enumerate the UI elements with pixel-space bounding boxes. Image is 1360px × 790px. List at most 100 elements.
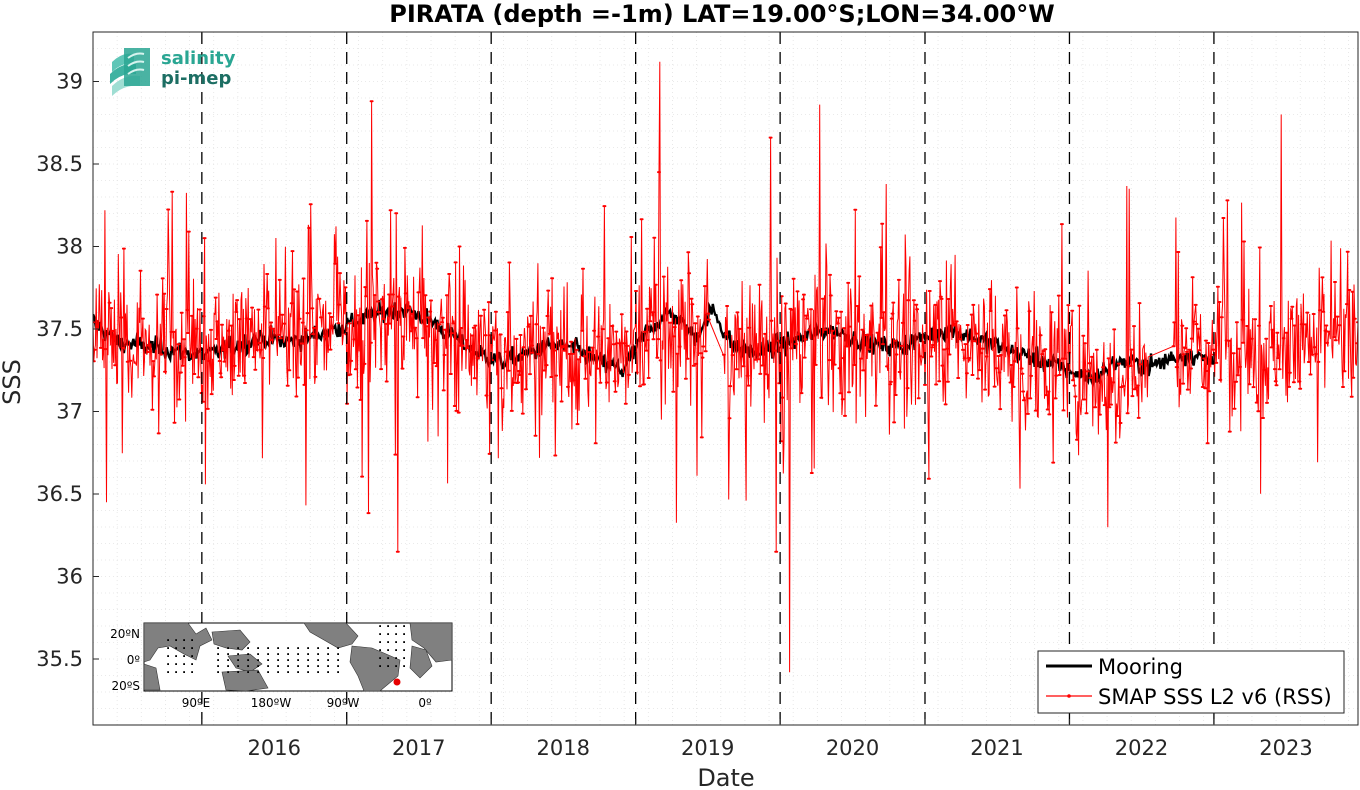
map-lon-90e: 90ºE: [182, 696, 211, 710]
map-dot: [237, 659, 239, 661]
map-dot: [237, 653, 239, 655]
map-dot: [167, 639, 169, 641]
map-dot: [267, 665, 269, 667]
x-tick-label: 2021: [970, 736, 1023, 760]
map-dot: [317, 647, 319, 649]
map-dot: [387, 665, 389, 667]
legend-label-smap: SMAP SSS L2 v6 (RSS): [1098, 685, 1332, 709]
map-dot: [167, 647, 169, 649]
map-dot: [267, 659, 269, 661]
map-dot: [337, 653, 339, 655]
map-dot: [217, 659, 219, 661]
map-dot: [307, 647, 309, 649]
map-dot: [257, 659, 259, 661]
legend-box: [1037, 650, 1345, 714]
x-axis-label: Date: [697, 764, 754, 790]
legend: Mooring SMAP SSS L2 v6 (RSS): [1037, 650, 1345, 714]
map-dot: [337, 659, 339, 661]
map-dot: [379, 649, 381, 651]
map-dot: [379, 641, 381, 643]
map-dot: [247, 671, 249, 673]
selected-mooring-marker: [393, 678, 401, 686]
map-dot: [307, 671, 309, 673]
map-dot: [237, 647, 239, 649]
map-dot: [217, 665, 219, 667]
map-dot: [327, 671, 329, 673]
map-dot: [395, 633, 397, 635]
map-dot: [297, 647, 299, 649]
legend-marker-smap: [1067, 694, 1071, 698]
map-dot: [237, 665, 239, 667]
map-dot: [387, 657, 389, 659]
map-lat-20n: 20ºN: [110, 627, 140, 641]
map-dot: [395, 641, 397, 643]
x-axis-ticks: 2016 2017 2018 2019 2020 2021 2022 2023: [201, 719, 1313, 760]
map-dot: [395, 657, 397, 659]
y-axis-ticks: 35.5 36 36.5 37 37.5 38 38.5 39: [36, 70, 99, 671]
map-dot: [379, 625, 381, 627]
map-dot: [183, 663, 185, 665]
mooring-array-dots: [167, 625, 405, 673]
map-lon-180w: 180ºW: [251, 696, 292, 710]
map-dot: [337, 665, 339, 667]
map-dot: [387, 625, 389, 627]
map-dot: [403, 657, 405, 659]
map-dot: [297, 659, 299, 661]
salinity-pimep-logo: salinity pi-mep: [110, 48, 236, 96]
map-dot: [387, 641, 389, 643]
map-dot: [247, 647, 249, 649]
map-lon-90w: 90ºW: [327, 696, 360, 710]
map-lat-20s: 20ºS: [111, 679, 140, 693]
map-dot: [287, 659, 289, 661]
map-dot: [191, 671, 193, 673]
map-dot: [227, 653, 229, 655]
map-dot: [277, 653, 279, 655]
map-dot: [297, 665, 299, 667]
x-tick-label: 2016: [248, 736, 301, 760]
map-dot: [277, 665, 279, 667]
x-tick-label: 2023: [1259, 736, 1312, 760]
chart-title: PIRATA (depth =-1m) LAT=19.00°S;LON=34.0…: [389, 0, 1054, 28]
inset-map: 20ºN 0º 20ºS 90ºE 180ºW 90ºW 0º: [110, 622, 453, 710]
map-dot: [191, 647, 193, 649]
wave-logo-icon: [110, 48, 150, 96]
map-dot: [337, 647, 339, 649]
map-dot: [317, 665, 319, 667]
map-dot: [167, 663, 169, 665]
map-dot: [307, 653, 309, 655]
map-dot: [307, 659, 309, 661]
map-dot: [217, 671, 219, 673]
map-dot: [257, 647, 259, 649]
logo-line2: pi-mep: [161, 68, 231, 89]
map-dot: [217, 653, 219, 655]
x-tick-label: 2022: [1115, 736, 1168, 760]
map-dot: [403, 641, 405, 643]
map-dot: [247, 665, 249, 667]
map-dot: [247, 659, 249, 661]
map-dot: [317, 659, 319, 661]
y-axis-label: SSS: [0, 359, 26, 405]
map-dot: [379, 665, 381, 667]
map-dot: [317, 653, 319, 655]
map-dot: [267, 671, 269, 673]
map-dot: [297, 671, 299, 673]
map-dot: [183, 647, 185, 649]
map-dot: [237, 671, 239, 673]
map-dot: [379, 657, 381, 659]
map-dot: [191, 639, 193, 641]
map-dot: [327, 665, 329, 667]
map-dot: [183, 639, 185, 641]
map-dot: [175, 671, 177, 673]
map-dot: [267, 647, 269, 649]
map-dot: [277, 647, 279, 649]
map-dot: [167, 655, 169, 657]
map-dot: [227, 647, 229, 649]
y-tick-label: 38.5: [36, 152, 83, 176]
map-dot: [287, 665, 289, 667]
map-dot: [403, 665, 405, 667]
map-dot: [395, 665, 397, 667]
y-tick-label: 35.5: [36, 647, 83, 671]
map-dot: [327, 647, 329, 649]
map-dot: [175, 663, 177, 665]
map-dot: [387, 633, 389, 635]
